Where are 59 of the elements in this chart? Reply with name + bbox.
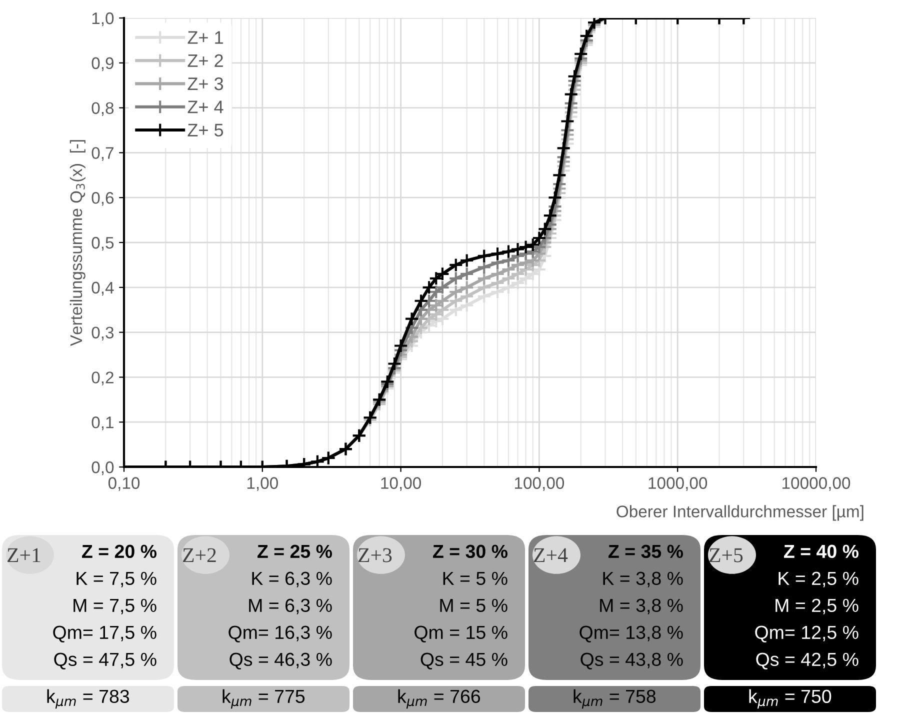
- text: Qs = 46,3 %: [230, 652, 332, 670]
- text: k$_{µm}$ = 775: [222, 689, 305, 709]
- text: M = 7,5 %: [74, 598, 156, 614]
- y-tick-label: 0,4: [92, 282, 114, 296]
- text: Z+4: [534, 548, 568, 562]
- legend-label: Z+ 3: [188, 77, 224, 90]
- text: Z = 30 %: [433, 544, 508, 558]
- text: Z = 25 %: [258, 544, 332, 558]
- x-tick-label: 1000,00: [648, 477, 708, 491]
- text: K = 3,8 %: [603, 572, 683, 588]
- text: Z+1: [8, 548, 40, 562]
- text: k$_{µm}$ = 750: [749, 689, 832, 709]
- y-axis-title: Verteilungssumme Q$_{3}$(x) [-]: [70, 140, 86, 346]
- text: K = 2,5 %: [778, 572, 858, 588]
- text: M = 3,8 %: [600, 598, 683, 614]
- x-axis-title: Oberer Intervalldurchmesser [µm]: [616, 505, 864, 521]
- x-tick-label: 100,00: [514, 477, 564, 491]
- text: Z+3: [358, 548, 392, 562]
- text: Z+2: [183, 548, 216, 562]
- x-tick-label: 1,00: [247, 477, 278, 491]
- text: M = 5 %: [440, 598, 508, 612]
- legend-label: Z+ 2: [188, 54, 223, 67]
- y-tick-label: 0,0: [92, 461, 114, 476]
- text: Qs = 42,5 %: [756, 652, 858, 670]
- text: K = 6,3 %: [252, 572, 332, 588]
- y-tick-label: 1,0: [92, 12, 114, 26]
- text: K = 5 %: [443, 572, 508, 586]
- y-tick-label: 0,1: [92, 416, 114, 430]
- y-tick-label: 0,3: [92, 326, 114, 340]
- legend-label: Z+ 5: [188, 124, 224, 137]
- text: Qs = 43,8 %: [580, 652, 683, 670]
- text: Qs = 45 %: [420, 652, 508, 670]
- text: M = 6,3 %: [249, 598, 332, 614]
- text: M = 2,5 %: [776, 598, 858, 614]
- text: Z+5: [710, 548, 743, 562]
- x-tick-label: 10000,00: [782, 477, 850, 491]
- text: Z = 40 %: [784, 544, 859, 558]
- y-tick-label: 0,5: [92, 236, 114, 251]
- x-tick-label: 0,10: [108, 477, 140, 491]
- text: k$_{µm}$ = 783: [47, 689, 130, 709]
- text: Qm= 13,8 %: [580, 626, 683, 642]
- legend-label: Z+ 1: [188, 31, 223, 44]
- text: Qm= 17,5 %: [53, 626, 156, 642]
- legend-label: Z+ 4: [188, 100, 224, 114]
- text: Qs = 47,5 %: [54, 652, 156, 670]
- y-tick-label: 0,9: [92, 57, 114, 72]
- y-tick-label: 0,7: [92, 147, 114, 161]
- text: k$_{µm}$ = 766: [398, 689, 480, 709]
- y-tick-label: 0,6: [92, 192, 114, 206]
- text: k$_{µm}$ = 758: [574, 689, 656, 709]
- x-tick-label: 10,00: [381, 477, 422, 491]
- text: K = 7,5 %: [76, 572, 156, 588]
- text: Z = 20 %: [82, 544, 157, 558]
- y-tick-label: 0,2: [92, 372, 114, 386]
- text: Qm= 16,3 %: [228, 626, 332, 642]
- text: Z = 35 %: [608, 544, 684, 558]
- y-tick-label: 0,8: [92, 102, 114, 116]
- text: Qm = 15 %: [414, 626, 508, 642]
- text: Qm= 12,5 %: [755, 626, 858, 642]
